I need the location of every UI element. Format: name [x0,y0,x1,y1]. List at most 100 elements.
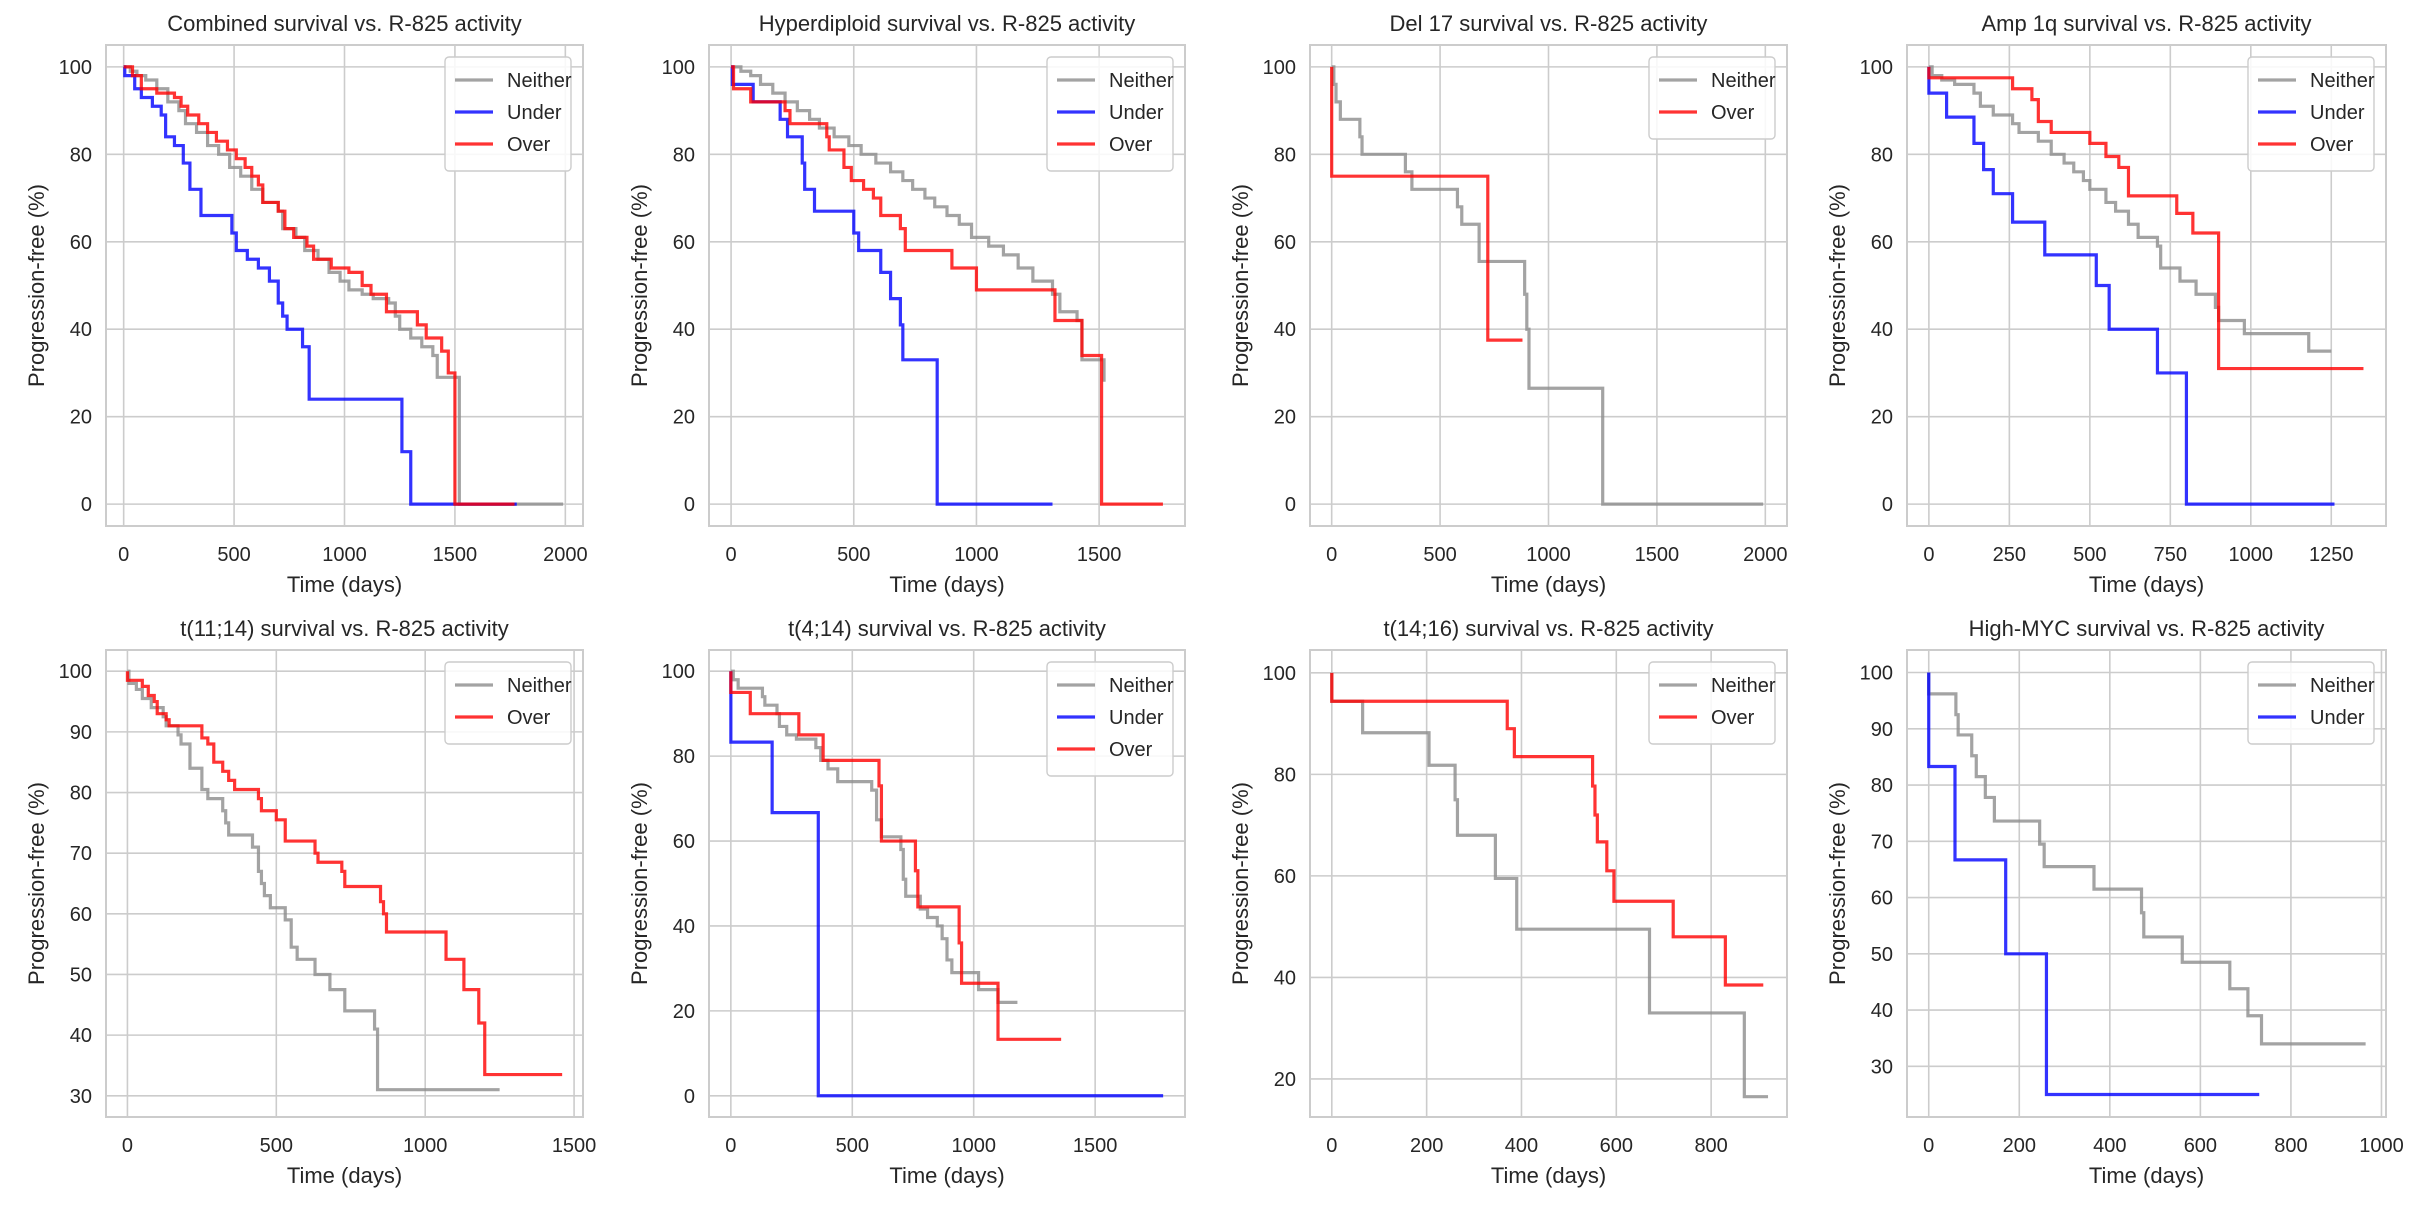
y-axis-label: Progression-free (%) [1825,184,1850,387]
y-tick-label: 40 [1274,319,1296,341]
y-tick-label: 100 [1860,663,1893,685]
km-curve-neither [731,65,1106,382]
x-tick-label: 500 [836,1135,869,1157]
y-tick-label: 60 [70,904,92,926]
legend-label: Neither [1109,675,1174,697]
chart-title: Amp 1q survival vs. R-825 activity [1981,11,2311,36]
y-tick-label: 40 [673,319,695,341]
km-curve-under [1927,66,2335,506]
x-tick-label: 0 [1923,544,1934,566]
y-tick-label: 0 [1285,494,1296,516]
axes-frame [1309,44,1788,527]
legend: Neither Under [2247,661,2375,745]
km-curve-under [729,671,1164,1098]
x-tick-label: 600 [1600,1135,1633,1157]
legend-label: Neither [507,70,572,92]
x-tick-label: 1000 [1526,544,1571,566]
axes-frame [708,649,1186,1118]
km-curve-neither [1928,65,2332,353]
y-tick-label: 80 [673,144,695,166]
legend-box [2247,661,2375,745]
x-tick-label: 1000 [2229,544,2274,566]
x-tick-label: 1500 [552,1135,597,1157]
y-tick-label: 80 [1274,764,1296,786]
y-tick-label: 50 [70,964,92,986]
y-axis-label: Progression-free (%) [1228,184,1253,387]
y-tick-label: 0 [81,494,92,516]
y-tick-label: 20 [673,1001,695,1023]
y-axis-label: Progression-free (%) [627,782,652,985]
x-tick-label: 1500 [433,544,478,566]
x-tick-label: 1000 [403,1135,448,1157]
km-curve-neither [1927,672,2366,1046]
legend-label: Under [2310,707,2365,729]
legend: Neither Under Over [444,56,572,172]
legend-label: Neither [2310,70,2375,92]
panel-2: 0 500 1000 1500 0 20 40 60 80 100 Hyperdiploid sur… [627,11,1186,597]
y-tick-label: 60 [673,831,695,853]
x-tick-label: 500 [1423,544,1456,566]
y-tick-label: 70 [1871,831,1893,853]
y-tick-label: 20 [1274,1069,1296,1091]
legend: Neither Over [1648,661,1776,745]
y-tick-label: 80 [1871,144,1893,166]
y-tick-label: 100 [1263,663,1296,685]
x-axis-label: Time (days) [889,572,1004,597]
axes-frame [708,44,1186,527]
legend-label: Over [1109,739,1153,761]
chart-title: Del 17 survival vs. R-825 activity [1390,11,1708,36]
legend: Neither Under Over [2247,56,2375,172]
y-tick-label: 60 [1274,232,1296,254]
y-axis-label: Progression-free (%) [627,184,652,387]
km-curve-over [123,65,515,506]
axes-frame [105,649,584,1118]
x-tick-label: 400 [2093,1135,2126,1157]
x-tick-label: 500 [217,544,250,566]
x-tick-label: 800 [2274,1135,2307,1157]
km-curve-over [1927,66,2364,371]
x-axis-label: Time (days) [287,1163,402,1188]
chart-title: t(4;14) survival vs. R-825 activity [788,616,1106,641]
y-tick-label: 0 [1882,494,1893,516]
y-tick-label: 100 [59,661,92,683]
km-curve-over [1330,672,1764,987]
legend: Neither Under Over [1046,661,1174,777]
x-tick-label: 1250 [2309,544,2354,566]
y-tick-label: 0 [684,494,695,516]
legend-label: Neither [1711,70,1776,92]
y-tick-label: 80 [70,783,92,805]
y-tick-label: 30 [1871,1056,1893,1078]
y-tick-label: 100 [59,57,92,79]
legend-label: Neither [507,675,572,697]
y-tick-label: 80 [1274,144,1296,166]
x-tick-label: 2000 [1743,544,1788,566]
km-curve-neither [730,669,1018,1004]
x-tick-label: 2000 [543,544,588,566]
y-tick-label: 80 [1871,775,1893,797]
panel-5: 0 500 1000 1500 30 40 50 60 70 80 90 100 t(11;14) su… [24,616,596,1188]
y-tick-label: 100 [662,57,695,79]
x-tick-label: 250 [1993,544,2026,566]
km-curve-neither [1330,672,1769,1099]
y-tick-label: 60 [70,232,92,254]
legend: Neither Over [1648,56,1776,140]
km-curve-under [123,65,517,506]
x-tick-label: 1000 [954,544,999,566]
x-axis-label: Time (days) [1491,572,1606,597]
x-tick-label: 500 [837,544,870,566]
y-tick-label: 20 [1274,407,1296,429]
legend-label: Neither [1109,70,1174,92]
chart-title: Combined survival vs. R-825 activity [167,11,522,36]
legend-label: Over [1109,134,1153,156]
panel-3: 0 500 1000 1500 2000 0 20 40 60 80 100 Del 17 survi… [1228,11,1788,597]
y-tick-label: 60 [1274,866,1296,888]
y-tick-label: 100 [1263,57,1296,79]
x-tick-label: 0 [122,1135,133,1157]
panel-8: 0 200 400 600 800 1000 30 40 50 60 70 80 90 100 High-M… [1825,616,2404,1188]
km-curve-over [729,671,1062,1041]
km-curve-neither [123,65,564,506]
legend-label: Neither [1711,675,1776,697]
legend-label: Neither [2310,675,2375,697]
legend-label: Under [2310,102,2365,124]
